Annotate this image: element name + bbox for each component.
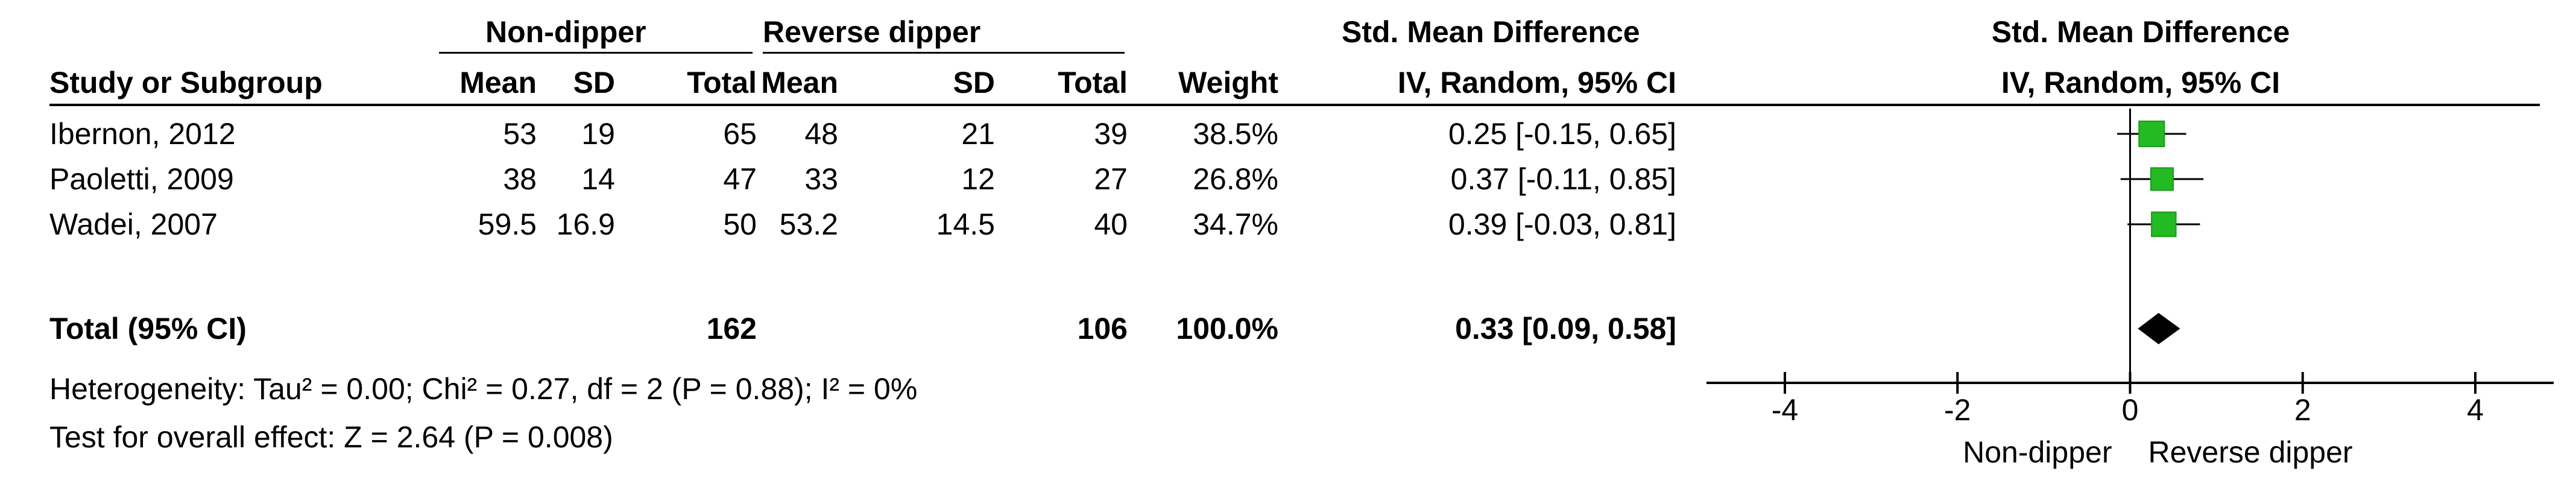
- axis-label-right: Reverse dipper: [2148, 435, 2353, 469]
- header-rule: [49, 104, 2540, 106]
- study-ci: 0.37 [-0.11, 0.85]: [1450, 162, 1676, 196]
- study-name: Paoletti, 2009: [49, 162, 234, 196]
- study-sd1: 19: [581, 117, 615, 151]
- study-sd2: 14.5: [936, 207, 995, 241]
- study-total1: 50: [723, 207, 757, 241]
- study-weight: 34.7%: [1193, 207, 1278, 241]
- study-square: [2151, 211, 2177, 238]
- study-total2: 40: [1094, 207, 1128, 241]
- x-tick-label: 2: [2294, 393, 2311, 427]
- study-weight: 38.5%: [1193, 117, 1278, 151]
- x-tick-label: 4: [2467, 393, 2484, 427]
- plot-method: IV, Random, 95% CI: [2001, 66, 2281, 99]
- study-name: Ibernon, 2012: [49, 117, 236, 151]
- plot-title: Std. Mean Difference: [1991, 15, 2290, 49]
- total-total1: 162: [706, 312, 757, 345]
- study-mean1: 38: [503, 162, 537, 196]
- study-name: Wadei, 2007: [49, 207, 218, 241]
- col-sd1-header: SD: [573, 66, 615, 99]
- x-tick-label: -2: [1944, 393, 1971, 427]
- overall-effect-text: Test for overall effect: Z = 2.64 (P = 0…: [49, 420, 613, 454]
- study-total2: 39: [1094, 117, 1128, 151]
- x-tick-label: -4: [1772, 393, 1798, 427]
- study-mean2: 33: [804, 162, 838, 196]
- col-mean1-header: Mean: [459, 66, 537, 99]
- study-sd2: 21: [961, 117, 995, 151]
- study-sd1: 16.9: [556, 207, 615, 241]
- group1-underline: [439, 52, 753, 54]
- study-sd2: 12: [961, 162, 995, 196]
- study-ci: 0.25 [-0.15, 0.65]: [1448, 117, 1676, 151]
- col-total1-header: Total: [687, 66, 757, 99]
- study-ci: 0.39 [-0.03, 0.81]: [1448, 207, 1676, 241]
- study-weight: 26.8%: [1193, 162, 1278, 196]
- x-tick-label: 0: [2122, 393, 2139, 427]
- study-square: [2138, 121, 2165, 147]
- smd-header: Std. Mean Difference: [1342, 15, 1640, 49]
- col-ci-header: IV, Random, 95% CI: [1397, 66, 1676, 99]
- col-study-header: Study or Subgroup: [49, 66, 323, 99]
- group2-header: Reverse dipper: [763, 15, 981, 49]
- study-square: [2150, 167, 2174, 191]
- col-mean2-header: Mean: [761, 66, 838, 99]
- total-weight: 100.0%: [1176, 312, 1278, 345]
- total-total2: 106: [1077, 312, 1128, 345]
- col-weight-header: Weight: [1178, 66, 1278, 99]
- study-total1: 65: [723, 117, 757, 151]
- total-ci: 0.33 [0.09, 0.58]: [1455, 312, 1676, 345]
- group2-underline: [763, 52, 1125, 54]
- study-total2: 27: [1094, 162, 1128, 196]
- study-mean2: 48: [804, 117, 838, 151]
- col-total2-header: Total: [1058, 66, 1128, 99]
- total-label: Total (95% CI): [49, 312, 247, 345]
- study-mean1: 59.5: [478, 207, 537, 241]
- study-sd1: 14: [581, 162, 615, 196]
- axis-label-left: Non-dipper: [1963, 435, 2112, 469]
- heterogeneity-text: Heterogeneity: Tau² = 0.00; Chi² = 0.27,…: [49, 372, 918, 406]
- group1-header: Non-dipper: [485, 15, 646, 49]
- study-total1: 47: [723, 162, 757, 196]
- pooled-diamond: [2138, 313, 2180, 344]
- study-mean2: 53.2: [779, 207, 838, 241]
- study-mean1: 53: [503, 117, 537, 151]
- col-sd2-header: SD: [953, 66, 995, 99]
